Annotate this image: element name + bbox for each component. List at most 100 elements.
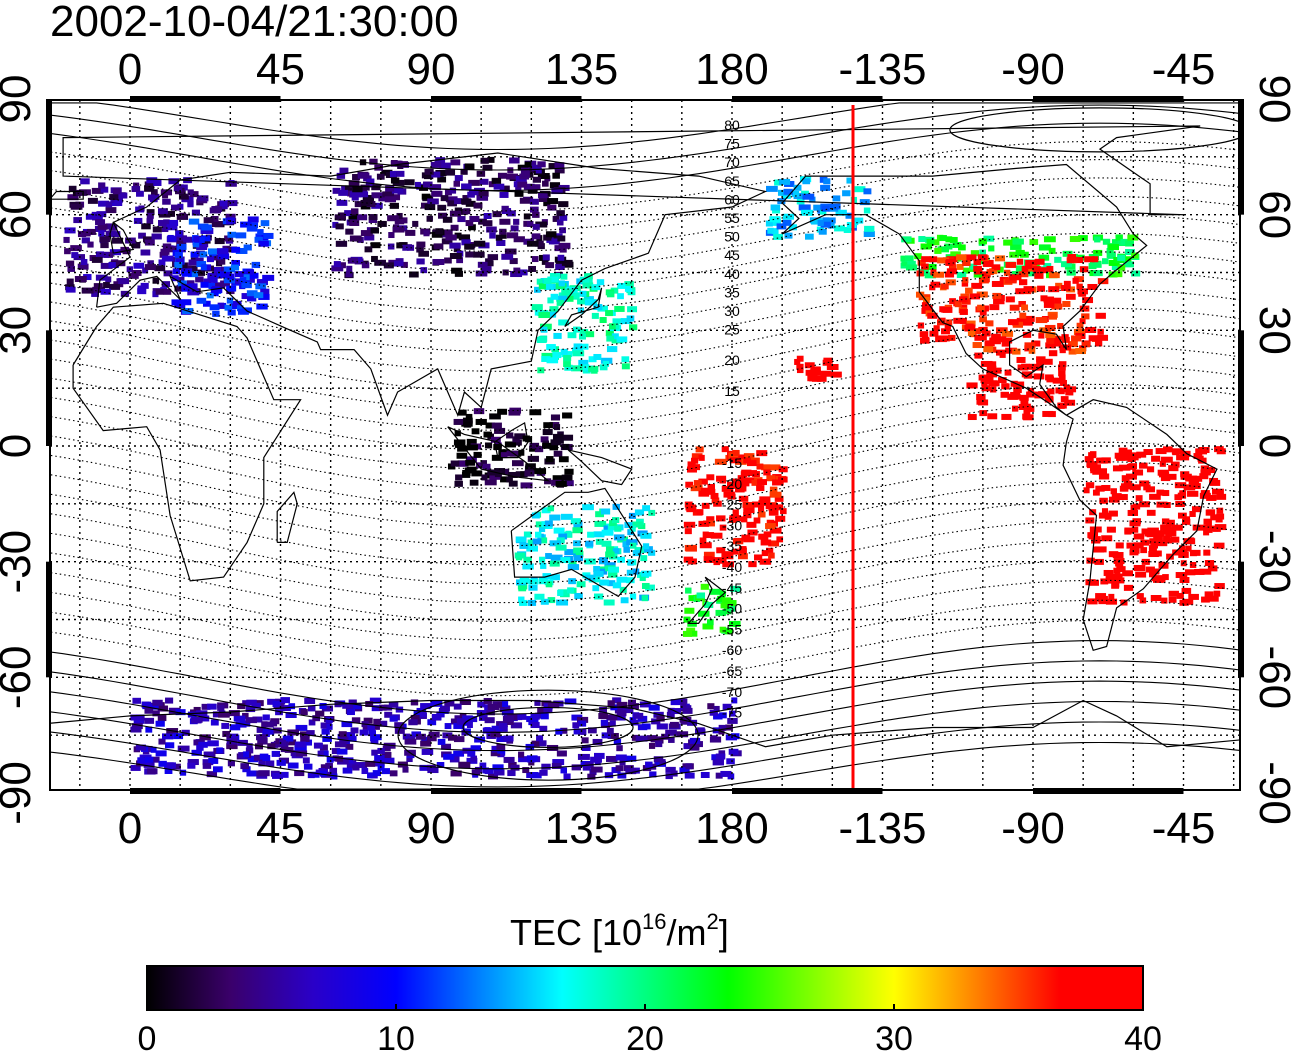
tec-cell [1108, 510, 1118, 517]
tec-cell [1094, 340, 1103, 347]
tec-cell [606, 335, 615, 342]
tec-cell [532, 538, 542, 545]
tec-cell [1195, 449, 1203, 456]
tec-cell [161, 226, 169, 233]
tec-cell [445, 169, 456, 176]
tec-cell [607, 571, 618, 578]
tec-cell [180, 299, 192, 306]
tec-cell [559, 227, 566, 234]
tec-cell [226, 273, 235, 280]
tec-cell [741, 469, 752, 476]
tec-cell [526, 716, 534, 723]
tec-cell [1103, 569, 1114, 576]
tec-cell [487, 703, 500, 710]
tec-cell [1157, 540, 1168, 547]
tec-cell [549, 574, 560, 581]
tec-cell [689, 744, 700, 751]
tec-cell [729, 515, 741, 522]
tec-cell [805, 369, 818, 376]
tec-cell [991, 264, 1001, 271]
tec-cell [549, 444, 559, 451]
tec-cell [485, 422, 496, 429]
tec-cell [547, 297, 554, 304]
tec-cell [823, 357, 833, 364]
tec-cell [234, 278, 242, 285]
tec-cell [620, 318, 632, 325]
frame-bar-top [431, 96, 582, 102]
tec-cell [1050, 336, 1062, 343]
coastline [567, 449, 633, 486]
tec-cell [453, 736, 465, 743]
tec-cell [454, 270, 463, 277]
tec-cell [599, 364, 608, 371]
tec-cell [347, 257, 358, 264]
frame-bar-left [46, 330, 52, 446]
tec-cell [685, 545, 697, 552]
tec-cell [350, 727, 359, 734]
tec-cell [1107, 252, 1116, 259]
tec-cell [540, 326, 548, 333]
tec-cell [966, 382, 978, 389]
tec-cell [698, 478, 708, 485]
tec-cell [308, 719, 316, 726]
tec-cell [540, 436, 549, 443]
tec-cell [490, 750, 501, 757]
tec-cell [816, 375, 827, 382]
tec-cell [1160, 475, 1171, 482]
tec-cell [804, 233, 814, 240]
tec-cell [563, 355, 572, 362]
tec-cell [572, 326, 581, 333]
tec-cell [65, 260, 75, 267]
tec-cell [200, 264, 207, 271]
tec-cell [711, 497, 720, 504]
tec-cell [95, 274, 108, 281]
tec-cell [85, 213, 98, 220]
right-lat-tick-label: 0 [1250, 434, 1292, 458]
tec-cell [556, 210, 565, 217]
tec-cell [914, 253, 922, 260]
tec-cell [563, 361, 571, 368]
top-lon-tick-label: -90 [1001, 45, 1065, 94]
tec-cell [1086, 557, 1095, 564]
tec-cell [285, 712, 297, 719]
tec-cell [435, 228, 444, 235]
tec-cell [540, 323, 552, 330]
tec-cell [388, 701, 399, 708]
tec-cell [1171, 524, 1183, 531]
tec-cell [199, 251, 208, 258]
tec-cell [342, 767, 353, 774]
tec-cell [665, 773, 673, 780]
tec-cell [1087, 598, 1098, 605]
tec-cell [262, 730, 270, 737]
tec-cell [737, 553, 748, 560]
tec-cell [463, 421, 472, 428]
tec-cell [70, 203, 83, 210]
tec-cell [1013, 386, 1022, 393]
tec-cell [573, 540, 581, 547]
tec-cell [295, 744, 307, 751]
tec-cell [280, 697, 290, 704]
tec-cell [940, 283, 949, 290]
tec-cell [444, 700, 455, 707]
tec-cell [555, 544, 567, 551]
tec-cell [689, 737, 701, 744]
tec-cell [1140, 547, 1148, 554]
tec-cell [560, 513, 573, 520]
tec-cell [584, 574, 596, 581]
tec-cell [491, 422, 502, 429]
tec-cell [336, 172, 346, 179]
tec-cell [656, 715, 665, 722]
tec-cell [245, 717, 257, 724]
tec-cell [709, 588, 721, 595]
colorbar-label-exp1: 16 [642, 909, 666, 934]
tec-cell [461, 198, 471, 205]
mlat-label: 25 [724, 322, 740, 338]
tec-cell [1057, 323, 1064, 330]
tec-cell [1093, 270, 1103, 277]
frame-bar-right [1238, 330, 1244, 446]
tec-cell [766, 475, 776, 482]
tec-cell [1153, 534, 1163, 541]
tec-cell [510, 225, 519, 232]
tec-cell [756, 485, 765, 492]
tec-cell [561, 434, 574, 441]
